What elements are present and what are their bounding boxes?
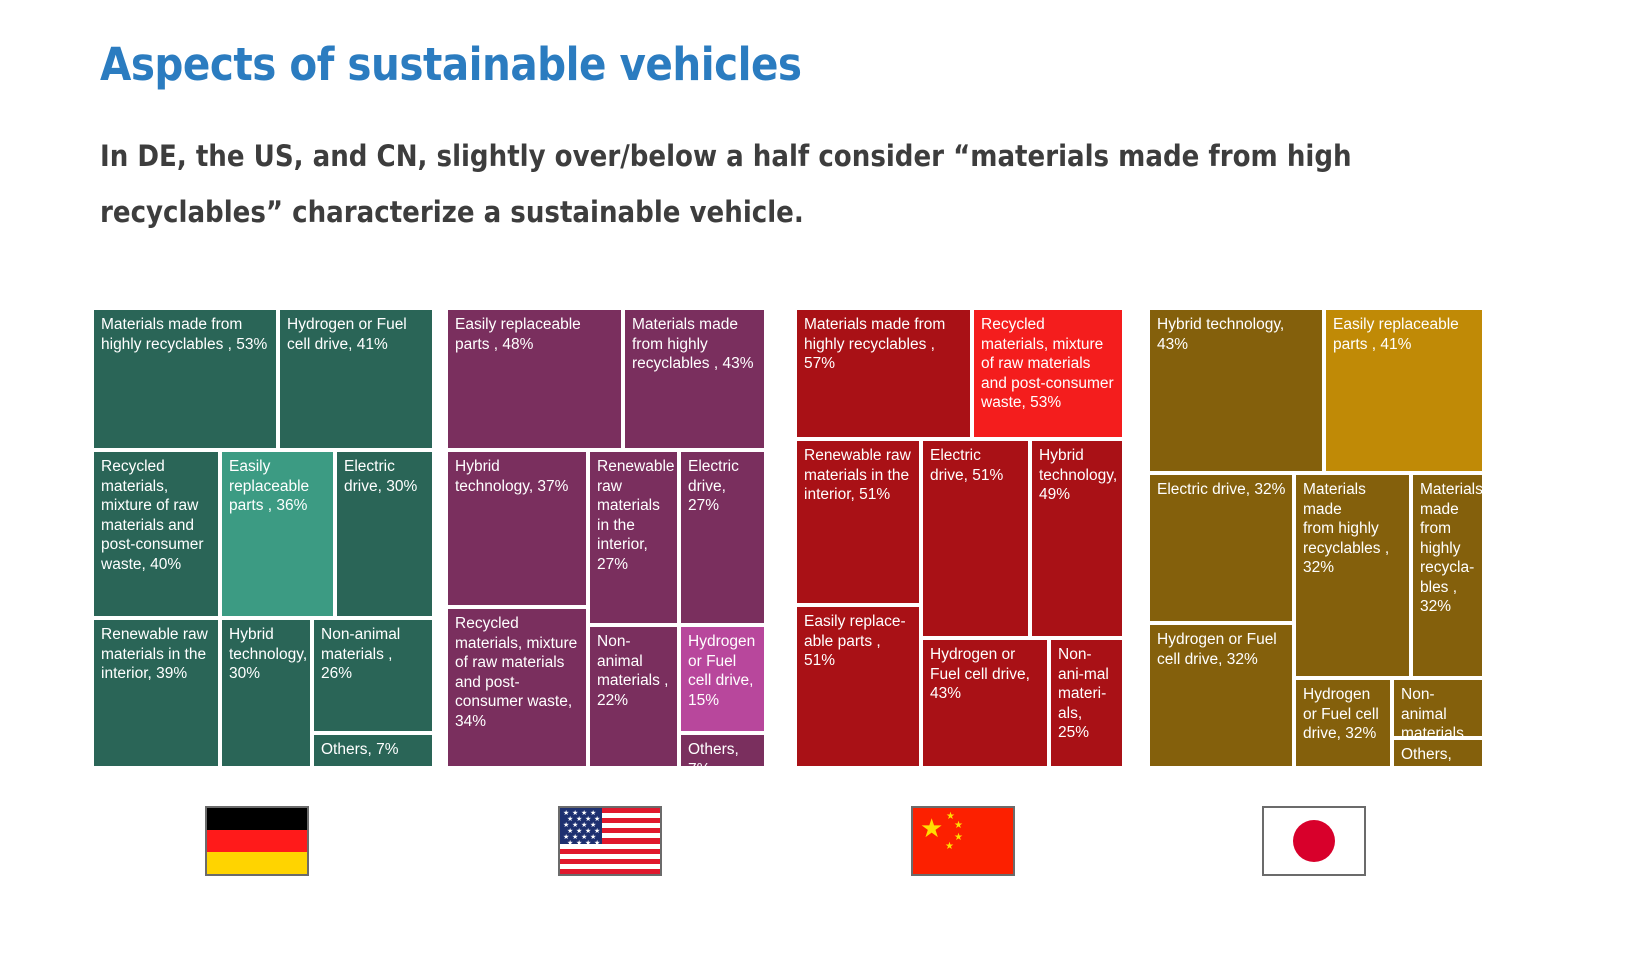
treemap-tile[interactable]: Hybrid technology, 30% <box>220 618 312 768</box>
treemap-tile[interactable]: Hydrogen or Fuel cell drive, 32% <box>1148 623 1294 768</box>
treemap-tile[interactable]: Easily replaceable parts , 36% <box>220 450 335 618</box>
flag-stripes <box>560 808 660 874</box>
treemap-tile[interactable]: Materials made from highly recyclables ,… <box>623 308 766 450</box>
treemap-united-states: Easily replaceable parts , 48% Materials… <box>446 308 766 768</box>
treemap-tile[interactable]: Materials made from highly recyclables ,… <box>1294 473 1411 678</box>
flag-canton: ★ ★ ★ ★ ★ ★ ★ ★ ★ ★ ★ ★ ★ ★ ★ ★ ★ ★ ★ ★ ★ ★ ★ ★ <box>560 808 602 847</box>
treemap-tile[interactable]: Electric drive, 30% <box>335 450 434 618</box>
flag-band <box>207 851 307 874</box>
page-subtitle: In DE, the US, and CN, slightly over/bel… <box>100 139 1352 229</box>
treemap-tile[interactable]: Non-animal materials , 22% <box>588 625 679 768</box>
flag-star: ★ <box>920 813 944 843</box>
treemap-tile[interactable]: Non-animal materials , 26% <box>312 618 434 733</box>
flag-band <box>207 829 307 852</box>
treemap-tile[interactable]: Others, 7% <box>312 733 434 768</box>
treemap-tile[interactable]: Hydrogen or Fuel cell drive, 43% <box>921 638 1049 768</box>
treemap-tile[interactable]: Materials made from highly recycla- bles… <box>1411 473 1484 678</box>
flag-disc <box>1293 820 1335 862</box>
jp-flag-icon <box>1262 806 1366 876</box>
treemap-tile[interactable]: Renewable raw materials in the interior,… <box>588 450 679 625</box>
us-flag-icon: ★ ★ ★ ★ ★ ★ ★ ★ ★ ★ ★ ★ ★ ★ ★ ★ ★ ★ ★ ★ ★ ★ ★ ★ <box>558 806 662 876</box>
treemap-tile[interactable]: Easily replace-able parts , 51% <box>795 605 921 768</box>
cn-flag-icon: ★ ★ ★ ★ ★ <box>911 806 1015 876</box>
treemap-tile[interactable]: Easily replaceable parts , 48% <box>446 308 623 450</box>
treemap-tile[interactable]: Others, 5% <box>1392 738 1484 768</box>
treemap-tile[interactable]: Hybrid technology, 37% <box>446 450 588 607</box>
treemap-tile[interactable]: Recycled materials, mixture of raw mater… <box>446 607 588 768</box>
flag-star: ★ <box>945 841 954 852</box>
treemap-china: Materials made from highly recyclables ,… <box>795 308 1124 768</box>
flag-star: ★ <box>954 832 963 843</box>
treemap-tile[interactable]: Hybrid technology, 49% <box>1030 439 1124 638</box>
treemap-tile[interactable]: Recycled materials, mixture of raw mater… <box>972 308 1124 439</box>
treemap-tile[interactable]: Hydrogen or Fuel cell drive, 41% <box>278 308 434 450</box>
treemap-tile[interactable]: Electric drive, 32% <box>1148 473 1294 623</box>
page-title: Aspects of sustainable vehicles <box>100 38 802 91</box>
flag-star: ★ <box>946 811 955 822</box>
de-flag-icon <box>205 806 309 876</box>
treemap-tile[interactable]: Non-animal materials , 10% <box>1392 678 1484 738</box>
treemap-tile[interactable]: Materials made from highly recyclables ,… <box>795 308 972 439</box>
flag-star: ★ <box>954 820 963 831</box>
treemap-japan: Hybrid technology, 43% Easily replaceabl… <box>1148 308 1484 768</box>
treemap-germany: Materials made from highly recyclables ,… <box>92 308 434 768</box>
treemap-tile[interactable]: Electric drive, 27% <box>679 450 766 625</box>
treemap-tile[interactable]: Hydrogen or Fuel cell drive, 15% <box>679 625 766 733</box>
treemap-tile[interactable]: Hybrid technology, 43% <box>1148 308 1324 473</box>
treemap-tile[interactable]: Others, 7% <box>679 733 766 768</box>
treemap-tile[interactable]: Hydrogen or Fuel cell drive, 32% <box>1294 678 1392 768</box>
treemap-tile[interactable]: Materials made from highly recyclables ,… <box>92 308 278 450</box>
treemap-tile[interactable]: Recycled materials, mixture of raw mater… <box>92 450 220 618</box>
treemap-tile[interactable]: Electric drive, 51% <box>921 439 1030 638</box>
treemap-tile[interactable]: Renewable raw materials in the interior,… <box>795 439 921 605</box>
treemap-tile[interactable]: Easily replaceable parts , 41% <box>1324 308 1484 473</box>
flag-band <box>207 808 307 830</box>
treemap-tile[interactable]: Renewable raw materials in the interior,… <box>92 618 220 768</box>
treemap-tile[interactable]: Non-ani-mal materi-als, 25% <box>1049 638 1124 768</box>
